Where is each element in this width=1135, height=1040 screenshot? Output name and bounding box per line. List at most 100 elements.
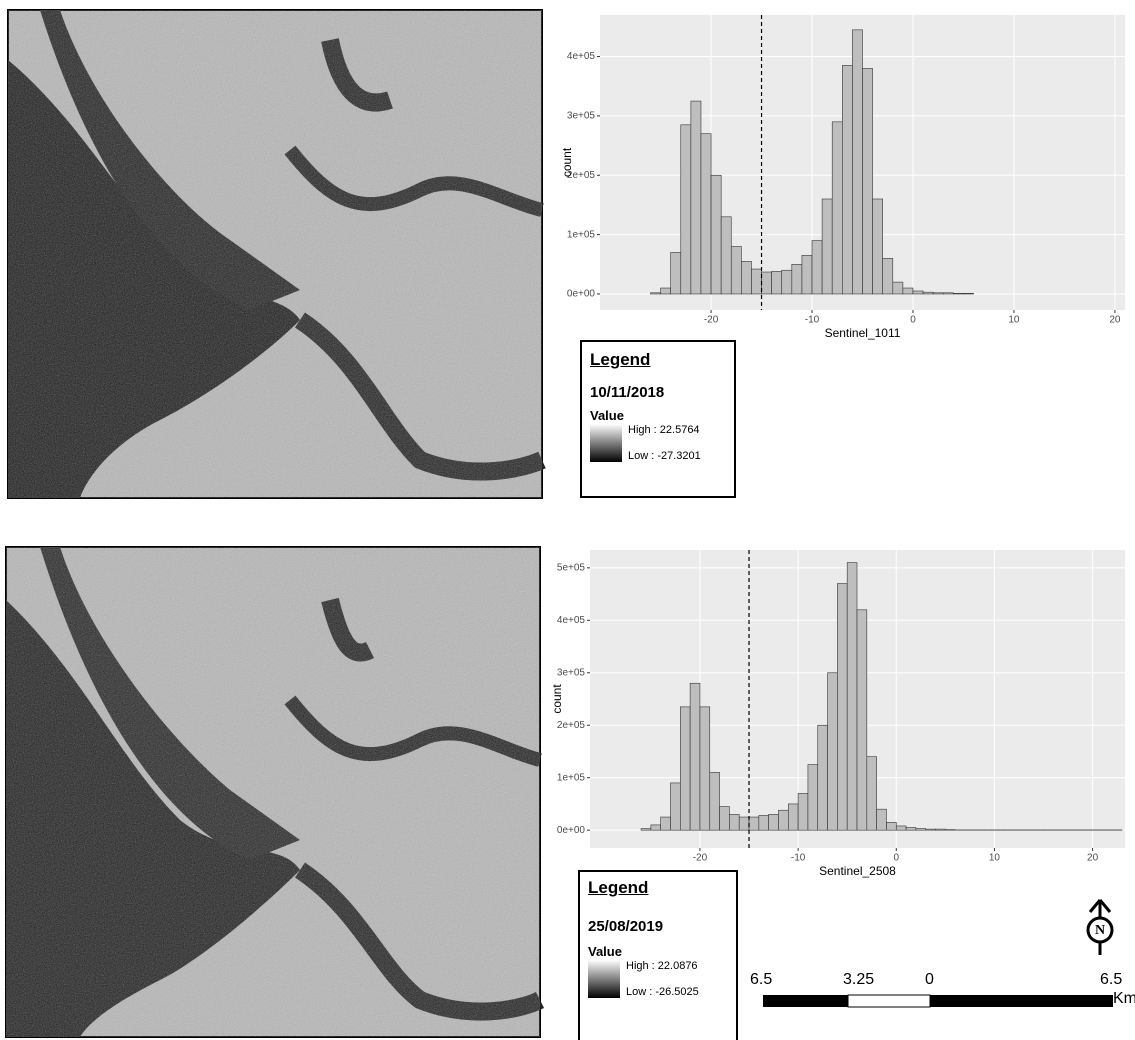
legend-box: Legend 10/11/2018 Value High : 22.5764 L…	[580, 340, 736, 498]
y-tick-label: 2e+05	[567, 170, 596, 181]
histogram-bar	[709, 772, 720, 831]
legend-high: High : 22.5764	[628, 424, 700, 436]
histogram-bar	[935, 828, 946, 831]
histogram-bar	[729, 814, 740, 831]
y-tick-label: 1e+05	[557, 772, 586, 783]
y-tick-label: 0e+00	[557, 825, 586, 836]
histogram-bar	[670, 782, 681, 831]
legend-field: Value	[590, 408, 624, 423]
histogram-bar	[915, 828, 927, 831]
histogram-bar	[905, 827, 917, 831]
histogram-bar	[781, 269, 793, 295]
legend-gradient	[590, 424, 622, 462]
north-label: N	[1095, 923, 1105, 938]
histogram-bar	[852, 29, 863, 295]
histogram-bar	[680, 124, 692, 295]
x-tick-label: 20	[1109, 315, 1121, 326]
histogram-bar	[751, 268, 762, 295]
y-tick-label: 3e+05	[567, 111, 596, 122]
histogram-bar	[720, 216, 732, 295]
histogram-bar	[807, 764, 819, 831]
legend-title: Legend	[590, 350, 651, 369]
x-tick-label: 10	[1008, 315, 1020, 326]
histogram-bar	[846, 562, 858, 831]
y-tick-label: 0e+00	[567, 289, 596, 300]
histogram-bar	[817, 724, 828, 831]
y-tick-label: 2e+05	[557, 720, 586, 731]
x-tick-label: 0	[910, 315, 916, 326]
sar-image-bottom	[5, 546, 545, 1038]
histogram-bar	[719, 806, 730, 831]
histogram-bar	[741, 261, 752, 295]
histogram-bar	[660, 816, 671, 831]
histogram-bar	[640, 828, 652, 831]
histogram-bar	[912, 290, 924, 295]
x-tick-label: -20	[704, 315, 719, 326]
legend-low: Low : -27.3201	[628, 450, 701, 462]
legend-high: High : 22.0876	[626, 960, 698, 972]
legend-date: 10/11/2018	[590, 384, 665, 401]
scale-unit: Km	[1113, 990, 1135, 1007]
histogram-bar	[660, 287, 671, 295]
histogram-bar	[886, 821, 897, 831]
x-tick-label: -10	[791, 853, 806, 864]
histogram-bar	[922, 291, 934, 295]
histogram-bar	[680, 706, 691, 831]
scale-bar	[763, 994, 1113, 1008]
histogram-bar	[791, 263, 803, 295]
histogram-bar	[882, 258, 894, 295]
x-tick-label: 0	[893, 853, 899, 864]
histogram-bar	[892, 281, 904, 295]
histogram-bar	[650, 824, 661, 831]
histogram-bar	[771, 271, 783, 295]
legend-title: Legend	[588, 878, 649, 897]
legend-low: Low : -26.5025	[626, 986, 699, 998]
scale-label: 6.5	[750, 971, 773, 988]
histogram-bar	[837, 583, 848, 831]
scale-label: 0	[925, 971, 934, 988]
histogram-bar	[758, 815, 769, 831]
histogram-bar	[842, 65, 853, 295]
histogram-bar	[730, 246, 742, 295]
north-arrow: N	[1086, 899, 1114, 955]
x-axis-title: Sentinel_2508	[819, 864, 896, 878]
histogram-bar	[866, 756, 877, 831]
histogram-bar	[748, 816, 760, 831]
histogram-bar	[650, 292, 661, 295]
legend-gradient	[588, 960, 620, 998]
legend-box: Legend 25/08/2019 Value High : 22.0876 L…	[578, 870, 738, 1040]
x-tick-label: -10	[805, 315, 820, 326]
y-tick-label: 5e+05	[557, 562, 586, 573]
histogram-bar	[700, 133, 712, 295]
y-tick-label: 4e+05	[557, 615, 586, 626]
histogram-bar	[699, 706, 711, 831]
histogram-bar	[925, 828, 936, 831]
histogram-bar	[797, 793, 809, 831]
histogram-bar	[872, 198, 883, 295]
histogram-bar	[831, 121, 843, 295]
x-axis-title: Sentinel_1011	[825, 326, 901, 340]
y-tick-label: 4e+05	[567, 51, 596, 62]
histogram-bar	[876, 808, 887, 831]
histogram-bar	[942, 292, 954, 295]
x-tick-label: 10	[989, 853, 1001, 864]
histogram-bar	[778, 809, 789, 831]
y-axis-title: count	[550, 684, 564, 714]
histogram-bar	[801, 255, 813, 295]
histogram-bar	[710, 174, 722, 295]
histogram-bar	[811, 240, 823, 295]
legend-date: 25/08/2019	[588, 918, 664, 935]
histogram-bar	[787, 803, 799, 831]
legend-field: Value	[588, 944, 622, 959]
y-axis-title: count	[560, 147, 574, 177]
histogram-bar	[689, 682, 701, 831]
histogram-bar	[690, 100, 702, 295]
histogram-bar	[862, 68, 873, 295]
histogram-bar	[768, 814, 779, 831]
histogram-bar	[953, 293, 964, 295]
histogram-bar	[895, 825, 907, 831]
scale-label: 6.5	[1100, 971, 1123, 988]
y-tick-label: 1e+05	[567, 229, 596, 240]
histogram-bar	[945, 829, 956, 831]
